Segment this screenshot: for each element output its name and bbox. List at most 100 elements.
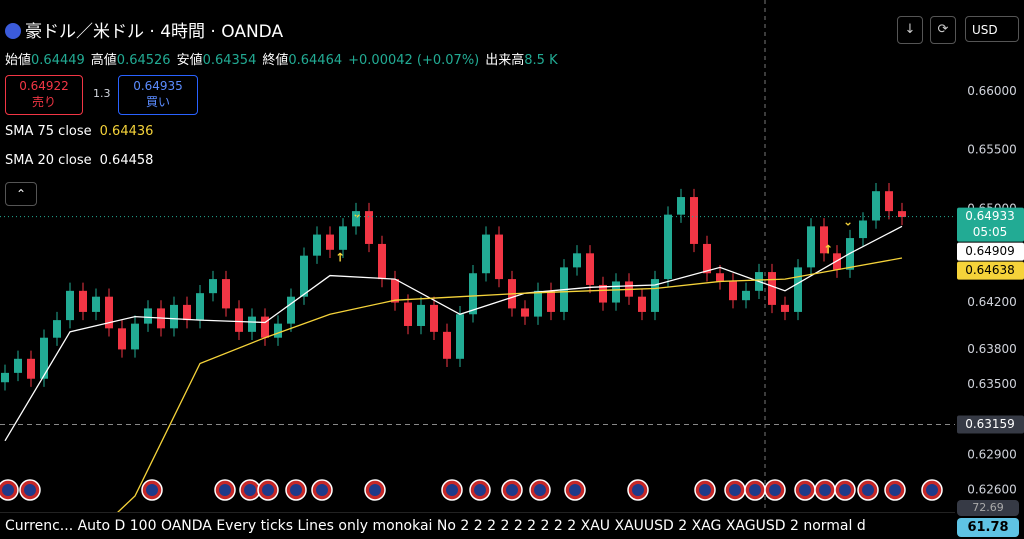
price-label: 0.64909 (965, 244, 1015, 258)
candle-body (859, 220, 867, 239)
candle-body (170, 304, 178, 329)
candle-body (14, 358, 22, 373)
event-flag-inner (2, 484, 14, 496)
title: 豪ドル／米ドル · 4時間 · OANDA (25, 22, 284, 42)
signal-arrow: ⌄ (843, 215, 853, 229)
event-flag-inner (632, 484, 644, 496)
event-flag-inner (799, 484, 811, 496)
ohlc-value: 0.64449 (31, 53, 85, 68)
candle-body (651, 279, 659, 312)
candle-body (573, 253, 581, 268)
candle-body (287, 296, 295, 324)
indicator: SMA 20 close 0.64458 (5, 153, 153, 168)
candle-body (677, 197, 685, 215)
event-flag-inner (926, 484, 938, 496)
candle-body (183, 304, 191, 321)
price-label: 0.63159 (965, 417, 1015, 431)
download-button[interactable]: ↓ (897, 16, 923, 44)
candle-body (339, 226, 347, 250)
buy-price: 0.64935 (133, 79, 183, 93)
ohlc-label: 始値 (5, 53, 32, 68)
y-tick-label: 0.63500 (967, 377, 1017, 391)
fullscreen-button[interactable]: ⟳ (930, 16, 956, 44)
candle-body (781, 304, 789, 312)
event-flag-inner (244, 484, 256, 496)
candle-body (820, 226, 828, 254)
ohlc-label: 安値 (176, 53, 203, 68)
candle-body (521, 308, 529, 317)
price-label: 0.64933 (965, 209, 1015, 223)
candle-body (66, 290, 74, 321)
volume-label: 出来高 (485, 53, 525, 68)
y-tick-label: 0.62600 (967, 483, 1017, 497)
plot-area: ↑ ↑ ⌄ ⌄ (0, 0, 955, 539)
candle-body (885, 191, 893, 212)
sma-line (108, 257, 903, 522)
candle-body (235, 308, 243, 332)
indicator-value: 0.64458 (99, 153, 154, 168)
candle-body (105, 296, 113, 329)
event-flag-inner (290, 484, 302, 496)
candle-body (144, 308, 152, 324)
candle-body (378, 243, 386, 280)
price-label-box (957, 261, 1024, 280)
ohlc-value: 0.64464 (288, 53, 343, 68)
candle-body (92, 296, 100, 312)
y-tick-label: 0.66000 (967, 84, 1017, 98)
candle-body (690, 197, 698, 244)
candle-body (794, 267, 802, 312)
event-flag-inner (446, 484, 458, 496)
candle-body (274, 323, 282, 338)
candle-body (248, 316, 256, 332)
sma-line (4, 225, 903, 442)
candle-body (209, 279, 217, 294)
currency-select[interactable]: USD (965, 16, 1019, 42)
buy-label: 買い (145, 95, 170, 109)
candle-body (742, 290, 750, 301)
change: +0.00042 (+0.07%) (348, 53, 480, 68)
candle-body (391, 279, 399, 303)
candle-body (872, 191, 880, 221)
flag-icon (5, 23, 21, 39)
candle-body (79, 290, 87, 312)
candle-body (495, 234, 503, 280)
indicator-name: SMA 75 close (5, 124, 92, 139)
event-flag-inner (474, 484, 486, 496)
buy-button[interactable]: 0.64935 買い (118, 75, 198, 115)
ohlc-value: 0.64354 (202, 53, 257, 68)
ticker-text: Currenc... Auto D 100 OANDA Every ticks … (5, 518, 866, 534)
candle-body (417, 304, 425, 326)
price-label-time: 05:05 (973, 225, 1008, 239)
symbol-title: 豪ドル／米ドル · 4時間 · OANDA (5, 17, 283, 42)
collapse-button[interactable]: ⌃ (5, 182, 37, 206)
price-label-box (957, 242, 1024, 261)
event-flag-inner (262, 484, 274, 496)
candle-body (547, 290, 555, 312)
ohlc-label: 高値 (90, 53, 117, 68)
event-flag-inner (534, 484, 546, 496)
ohlc-label: 終値 (262, 53, 289, 68)
event-flag-inner (729, 484, 741, 496)
candle-body (612, 281, 620, 303)
candle-body (469, 273, 477, 315)
candle-body (482, 234, 490, 274)
footer-value: 72.69 (957, 500, 1019, 516)
price-label: 0.64638 (965, 263, 1015, 277)
event-flag-inner (769, 484, 781, 496)
candle-body (40, 337, 48, 379)
sell-label: 売り (31, 95, 56, 109)
event-flag-inner (506, 484, 518, 496)
event-flag-inner (24, 484, 36, 496)
candle-body (716, 273, 724, 282)
candle-body (404, 302, 412, 326)
candle-body (729, 281, 737, 301)
candle-body (898, 211, 906, 217)
indicator-name: SMA 20 close (5, 153, 92, 168)
price-label-box (957, 207, 1024, 242)
volume: 8.5 K (524, 53, 558, 68)
candle-body (586, 253, 594, 285)
ohlc-line: 始値0.64449 高値0.64526 安値0.64354 終値0.64464 +0.0… (5, 49, 558, 68)
candle-body (768, 272, 776, 305)
sell-button[interactable]: 0.64922 売り (5, 75, 83, 115)
candle-body (443, 331, 451, 359)
